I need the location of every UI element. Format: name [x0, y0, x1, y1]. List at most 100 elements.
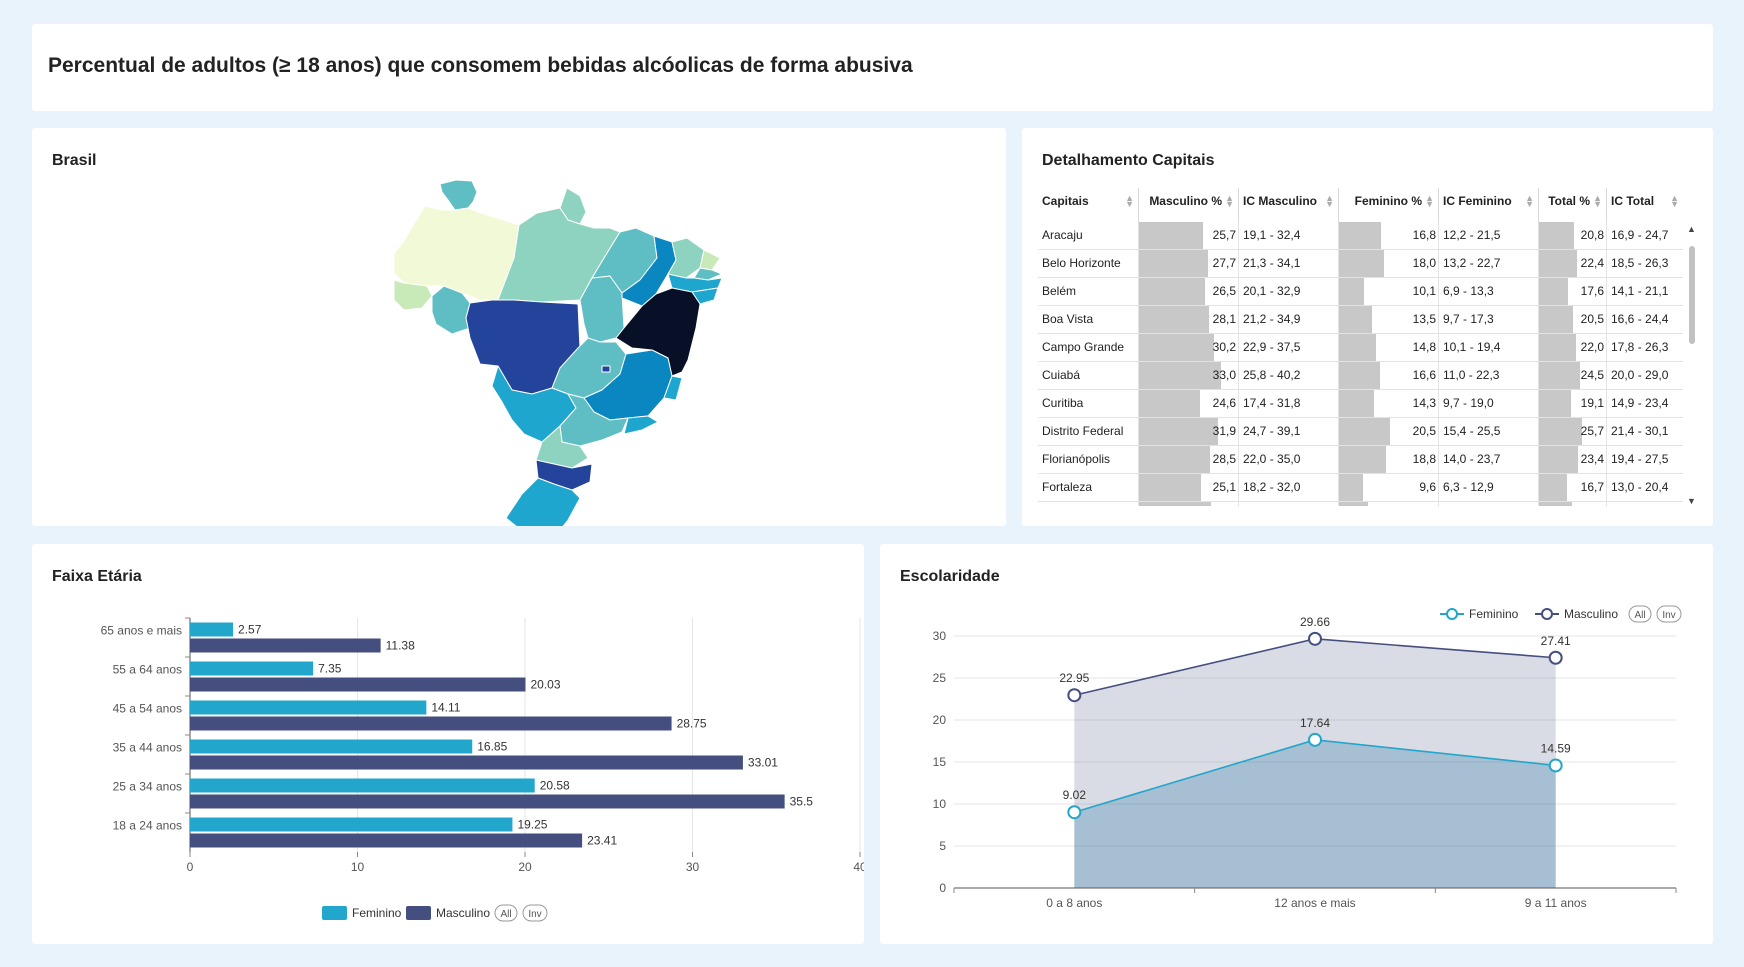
state-rr[interactable]: [439, 179, 478, 211]
legend-all-button[interactable]: [1628, 605, 1652, 623]
bar-masculino[interactable]: [190, 638, 381, 653]
state-df[interactable]: [601, 365, 611, 373]
cell-ic-masc: 21,2 - 34,9: [1239, 306, 1339, 333]
col-ic-feminino[interactable]: IC Feminino ▲ ▼: [1439, 188, 1539, 222]
cell-value: 31,9: [1212, 424, 1236, 438]
table-title: Detalhamento Capitais: [1042, 152, 1215, 169]
legend-all-label[interactable]: All: [500, 909, 511, 920]
cell-masc: 30,2: [1139, 334, 1239, 361]
bar-feminino[interactable]: [190, 700, 427, 715]
table-row[interactable]: Distrito Federal 31,9 24,7 - 39,1 20,5 15,4 …: [1038, 418, 1683, 446]
cell-capital: Belo Horizonte: [1038, 250, 1139, 277]
state-rs[interactable]: [505, 477, 581, 526]
table-row[interactable]: Cuiabá 33,0 25,8 - 40,2 16,6 11,0 - 22,3 24,5…: [1038, 362, 1683, 390]
bar-masculino[interactable]: [190, 794, 785, 809]
cell-value: 20,0 - 29,0: [1611, 368, 1669, 382]
legend-inv-button[interactable]: [522, 904, 548, 922]
table-row[interactable]: Belém 26,5 20,1 - 32,9 10,1 6,9 - 13,3 17,6 14…: [1038, 278, 1683, 306]
cell-ic-fem: 9,7 - 19,0: [1439, 390, 1539, 417]
cell-ic-total: 16,9 - 24,7: [1607, 222, 1683, 249]
state-ac[interactable]: [393, 279, 433, 311]
bar-masculino[interactable]: [190, 833, 583, 848]
table-row[interactable]: Belo Horizonte 27,7 21,3 - 34,1 18,0 13,2 - …: [1038, 250, 1683, 278]
cell-bar: [1339, 502, 1368, 506]
bar-data-label: 14.11: [431, 701, 460, 715]
legend-all-button[interactable]: [494, 904, 518, 922]
point-data-label: 9.02: [1063, 788, 1087, 802]
cell-value: 28,1: [1212, 312, 1236, 326]
bar-feminino[interactable]: [190, 778, 535, 793]
table-scrollbar[interactable]: ▲ ▼: [1686, 224, 1698, 506]
scroll-thumb[interactable]: [1689, 246, 1695, 344]
cell-value: 24,7 - 39,1: [1243, 424, 1301, 438]
point-feminino[interactable]: [1548, 758, 1563, 773]
point-masculino[interactable]: [1548, 650, 1563, 665]
escolaridade-panel: Escolaridade 0 5 10 15 20 25 30 0 a 8 anos 12 an…: [880, 544, 1713, 944]
table-row[interactable]: Boa Vista 28,1 21,2 - 34,9 13,5 9,7 - 17,3 20…: [1038, 306, 1683, 334]
bar-feminino[interactable]: [190, 661, 314, 676]
y-tick-label: 10: [933, 797, 947, 811]
col-total-pct[interactable]: Total % ▲ ▼: [1539, 188, 1607, 222]
table-header: Capitais ▲ ▼ Masculino % ▲ ▼ IC Masculino ▲ ▼ …: [1038, 188, 1683, 222]
state-es[interactable]: [663, 375, 683, 401]
cell-bar: [1539, 474, 1567, 501]
legend-inv-button[interactable]: [1656, 605, 1682, 623]
bar-masculino[interactable]: [190, 677, 526, 692]
scroll-up-icon[interactable]: ▲: [1687, 224, 1696, 234]
legend-feminino-label[interactable]: Feminino: [1469, 607, 1519, 621]
state-rn[interactable]: [699, 249, 721, 271]
cell-masc: 25,1: [1139, 474, 1239, 501]
cell-ic-total: 18,5 - 26,3: [1607, 250, 1683, 277]
cell-fem: 16,6: [1339, 362, 1439, 389]
sort-icon: ▲ ▼: [1425, 193, 1434, 209]
cell-total: 19,8: [1539, 502, 1607, 506]
state-rj[interactable]: [623, 415, 659, 435]
point-masculino[interactable]: [1308, 631, 1322, 646]
y-tick-label: 25: [933, 671, 947, 685]
col-ic-total[interactable]: IC Total ▲ ▼: [1607, 188, 1683, 222]
cell-value: 24,6: [1212, 396, 1236, 410]
col-ic-masculino[interactable]: IC Masculino ▲ ▼: [1239, 188, 1339, 222]
legend-inv-label[interactable]: Inv: [1662, 610, 1675, 621]
cell-total: 16,7: [1539, 474, 1607, 501]
table-row[interactable]: Aracaju 25,7 19,1 - 32,4 16,8 12,2 - 21,5 20,…: [1038, 222, 1683, 250]
point-feminino[interactable]: [1067, 805, 1082, 820]
legend-feminino-swatch[interactable]: [322, 906, 347, 920]
state-pb[interactable]: [693, 267, 723, 281]
state-am[interactable]: [393, 205, 520, 301]
cell-value: 20,5: [1412, 424, 1436, 438]
escolaridade-chart: 0 5 10 15 20 25 30 0 a 8 anos 12 anos e mais 9 a …: [933, 605, 1682, 910]
legend-feminino-marker[interactable]: [1446, 608, 1458, 620]
legend-feminino-label[interactable]: Feminino: [352, 906, 402, 920]
state-ba[interactable]: [615, 287, 701, 377]
bar-feminino[interactable]: [190, 622, 234, 637]
table-row[interactable]: Florianópolis 28,5 22,0 - 35,0 18,8 14,0 - 2…: [1038, 446, 1683, 474]
table-row[interactable]: Fortaleza 25,1 18,2 - 32,0 9,6 6,3 - 12,9 16,…: [1038, 474, 1683, 502]
legend-masculino-marker[interactable]: [1541, 608, 1553, 620]
area-feminino: [1074, 739, 1556, 888]
state-ce[interactable]: [667, 237, 705, 279]
legend-inv-label[interactable]: Inv: [528, 909, 541, 920]
bar-feminino[interactable]: [190, 739, 473, 754]
cell-bar: [1139, 446, 1210, 473]
bar-masculino[interactable]: [190, 755, 743, 770]
legend-masculino-label[interactable]: Masculino: [436, 906, 490, 920]
legend-all-label[interactable]: All: [1634, 610, 1645, 621]
state-sp[interactable]: [559, 393, 629, 447]
bar-masculino[interactable]: [190, 716, 672, 731]
col-masculino-pct[interactable]: Masculino % ▲ ▼: [1139, 188, 1239, 222]
cell-value: Belém: [1042, 284, 1077, 298]
point-masculino[interactable]: [1067, 688, 1082, 703]
scroll-down-icon[interactable]: ▼: [1687, 496, 1696, 506]
legend-masculino-swatch[interactable]: [406, 906, 431, 920]
bar-feminino[interactable]: [190, 817, 513, 832]
cell-fem: 18,8: [1339, 446, 1439, 473]
table-row[interactable]: Goiânia29,221,6 - 36,811,78,4 - 15,119,8…: [1038, 502, 1683, 506]
table-row[interactable]: Curitiba 24,6 17,4 - 31,8 14,3 9,7 - 19,0 19,…: [1038, 390, 1683, 418]
point-feminino[interactable]: [1308, 732, 1322, 747]
table-row[interactable]: Campo Grande 30,2 22,9 - 37,5 14,8 10,1 - 19…: [1038, 334, 1683, 362]
cell-value: 6,3 - 12,9: [1443, 480, 1494, 494]
col-feminino-pct[interactable]: Feminino % ▲ ▼: [1339, 188, 1439, 222]
col-capitais[interactable]: Capitais ▲ ▼: [1038, 188, 1139, 222]
legend-masculino-label[interactable]: Masculino: [1564, 607, 1618, 621]
